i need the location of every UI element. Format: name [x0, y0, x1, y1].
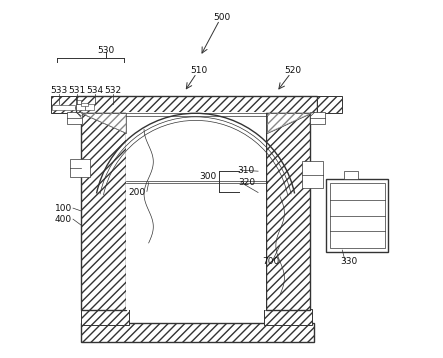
- Text: 310: 310: [238, 166, 255, 175]
- Text: 400: 400: [55, 215, 72, 224]
- Text: 533: 533: [51, 86, 68, 95]
- Bar: [52, 106, 75, 110]
- Bar: [266, 106, 310, 310]
- Bar: [76, 100, 81, 105]
- Text: 330: 330: [340, 257, 358, 266]
- Text: 520: 520: [284, 66, 301, 75]
- Bar: [302, 161, 323, 188]
- Text: 531: 531: [68, 86, 85, 95]
- Bar: [264, 309, 312, 325]
- Bar: [318, 96, 342, 113]
- Text: 700: 700: [263, 257, 280, 266]
- Bar: [76, 105, 85, 110]
- Bar: [51, 96, 76, 113]
- Text: 530: 530: [97, 46, 115, 55]
- Text: 320: 320: [238, 178, 255, 187]
- Text: 100: 100: [55, 204, 72, 213]
- Bar: [81, 309, 129, 325]
- Text: 300: 300: [199, 172, 216, 181]
- Bar: [67, 111, 82, 124]
- Bar: [81, 106, 125, 310]
- Polygon shape: [267, 113, 311, 133]
- Text: 510: 510: [190, 66, 207, 75]
- Text: 500: 500: [213, 13, 230, 21]
- Text: 534: 534: [86, 86, 103, 95]
- Bar: [344, 171, 358, 179]
- Bar: [81, 323, 314, 342]
- Bar: [310, 111, 325, 124]
- Bar: [70, 159, 90, 177]
- Polygon shape: [81, 113, 125, 133]
- Text: 532: 532: [105, 86, 122, 95]
- Bar: [85, 105, 93, 110]
- Bar: [81, 103, 88, 106]
- Text: 200: 200: [128, 188, 145, 197]
- Bar: [76, 96, 318, 113]
- Bar: [330, 183, 385, 248]
- Bar: [125, 111, 266, 310]
- Bar: [326, 179, 389, 252]
